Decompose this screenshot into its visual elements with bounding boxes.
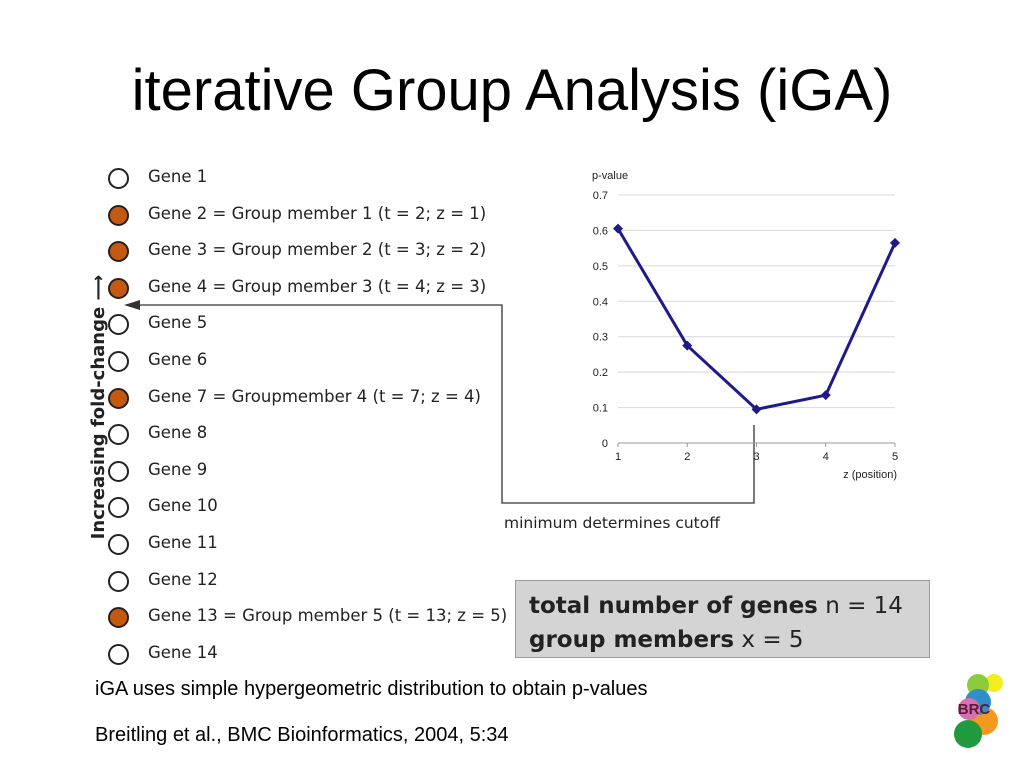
cutoff-label: minimum determines cutoff (504, 514, 720, 532)
group-member-circle-icon (108, 241, 129, 263)
y-tick-label: 0.2 (593, 367, 608, 379)
gene-circle-icon (108, 314, 129, 336)
summary-members-label: group members (529, 627, 735, 653)
x-tick-label: 4 (823, 451, 829, 463)
gene-label: Gene 2 = Group member 1 (t = 2; z = 1) (148, 203, 487, 223)
y-tick-label: 0.5 (593, 261, 608, 273)
gene-label: Gene 1 (148, 167, 208, 186)
y-tick-label: 0.1 (593, 403, 608, 415)
gene-circle-icon (108, 534, 129, 555)
gene-circle-icon (108, 497, 129, 519)
caption-citation: Breitling et al., BMC Bioinformatics, 20… (95, 724, 509, 746)
gene-label: Gene 12 (148, 569, 218, 589)
y-tick-label: 0.3 (593, 332, 608, 344)
gene-label: Gene 9 (148, 459, 208, 479)
data-point (682, 340, 693, 351)
gene-circle-icon (108, 460, 129, 482)
data-point (890, 237, 900, 248)
x-tick-label: 1 (615, 451, 621, 463)
y-tick-label: 0.4 (593, 296, 608, 308)
x-tick-label: 2 (684, 451, 690, 463)
brc-logo-icon: BRC (954, 674, 1003, 748)
y-tick-label: 0.7 (593, 190, 608, 202)
data-point (820, 390, 831, 401)
chart-xlabel: z (position) (843, 469, 897, 481)
group-member-circle-icon (108, 204, 129, 226)
data-point (613, 223, 623, 234)
group-member-circle-icon (108, 277, 129, 299)
group-member-circle-icon (108, 387, 129, 409)
gene-label: Gene 5 (148, 313, 208, 333)
gene-circle-icon (108, 168, 129, 189)
caption-method: iGA uses simple hypergeometric distribut… (95, 678, 648, 700)
group-member-circle-icon (108, 607, 129, 629)
summary-total-label: total number of genes (529, 593, 818, 619)
series-line (616, 227, 897, 411)
gene-label: Gene 4 = Group member 3 (t = 4; z = 3) (148, 276, 487, 296)
gene-circle-icon (108, 643, 129, 665)
x-tick-label: 5 (892, 451, 898, 463)
summary-members-value: x = 5 (741, 627, 804, 653)
summary-total-genes: total number of genes n = 14 (529, 589, 929, 623)
cutoff-connector-line (138, 304, 755, 504)
logo-text: BRC (958, 701, 991, 718)
gene-label: Gene 11 (148, 533, 218, 552)
gene-label: Gene 7 = Groupmember 4 (t = 7; z = 4) (148, 386, 481, 406)
cutoff-arrowhead-icon (124, 300, 140, 310)
x-tick-label: 3 (753, 451, 759, 463)
summary-group-members: group members x = 5 (529, 623, 929, 657)
y-tick-label: 0.6 (593, 225, 608, 237)
summary-box: total number of genes n = 14 group membe… (515, 580, 930, 658)
gene-label: Gene 8 (148, 423, 208, 443)
slide-title: iterative Group Analysis (iGA) (131, 58, 893, 123)
summary-total-value: n = 14 (825, 593, 903, 619)
gene-circle-icon (108, 570, 129, 592)
gene-label: Gene 14 (148, 642, 218, 662)
gene-label: Gene 3 = Group member 2 (t = 3; z = 2) (148, 240, 487, 260)
gene-label: Gene 6 (148, 350, 208, 369)
gene-label: Gene 10 (148, 496, 218, 516)
gene-circle-icon (108, 424, 129, 446)
data-point (751, 404, 762, 415)
gene-label: Gene 13 = Group member 5 (t = 13; z = 5) (148, 606, 508, 626)
chart-ylabel: p-value (592, 170, 628, 182)
gene-circle-icon (108, 351, 129, 372)
y-tick-label: 0 (602, 438, 608, 450)
p-value-chart: p-value z (position) 0 0.1 0.2 0.3 0.4 0.5 0.6… (592, 170, 900, 481)
